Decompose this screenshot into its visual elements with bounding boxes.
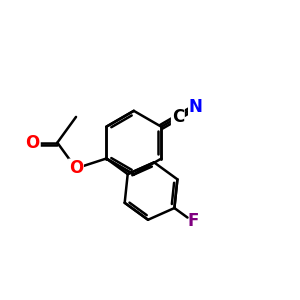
Text: O: O bbox=[25, 134, 39, 152]
Text: O: O bbox=[69, 159, 83, 177]
Text: F: F bbox=[187, 212, 198, 230]
Text: N: N bbox=[189, 98, 203, 116]
Text: C: C bbox=[172, 108, 184, 126]
